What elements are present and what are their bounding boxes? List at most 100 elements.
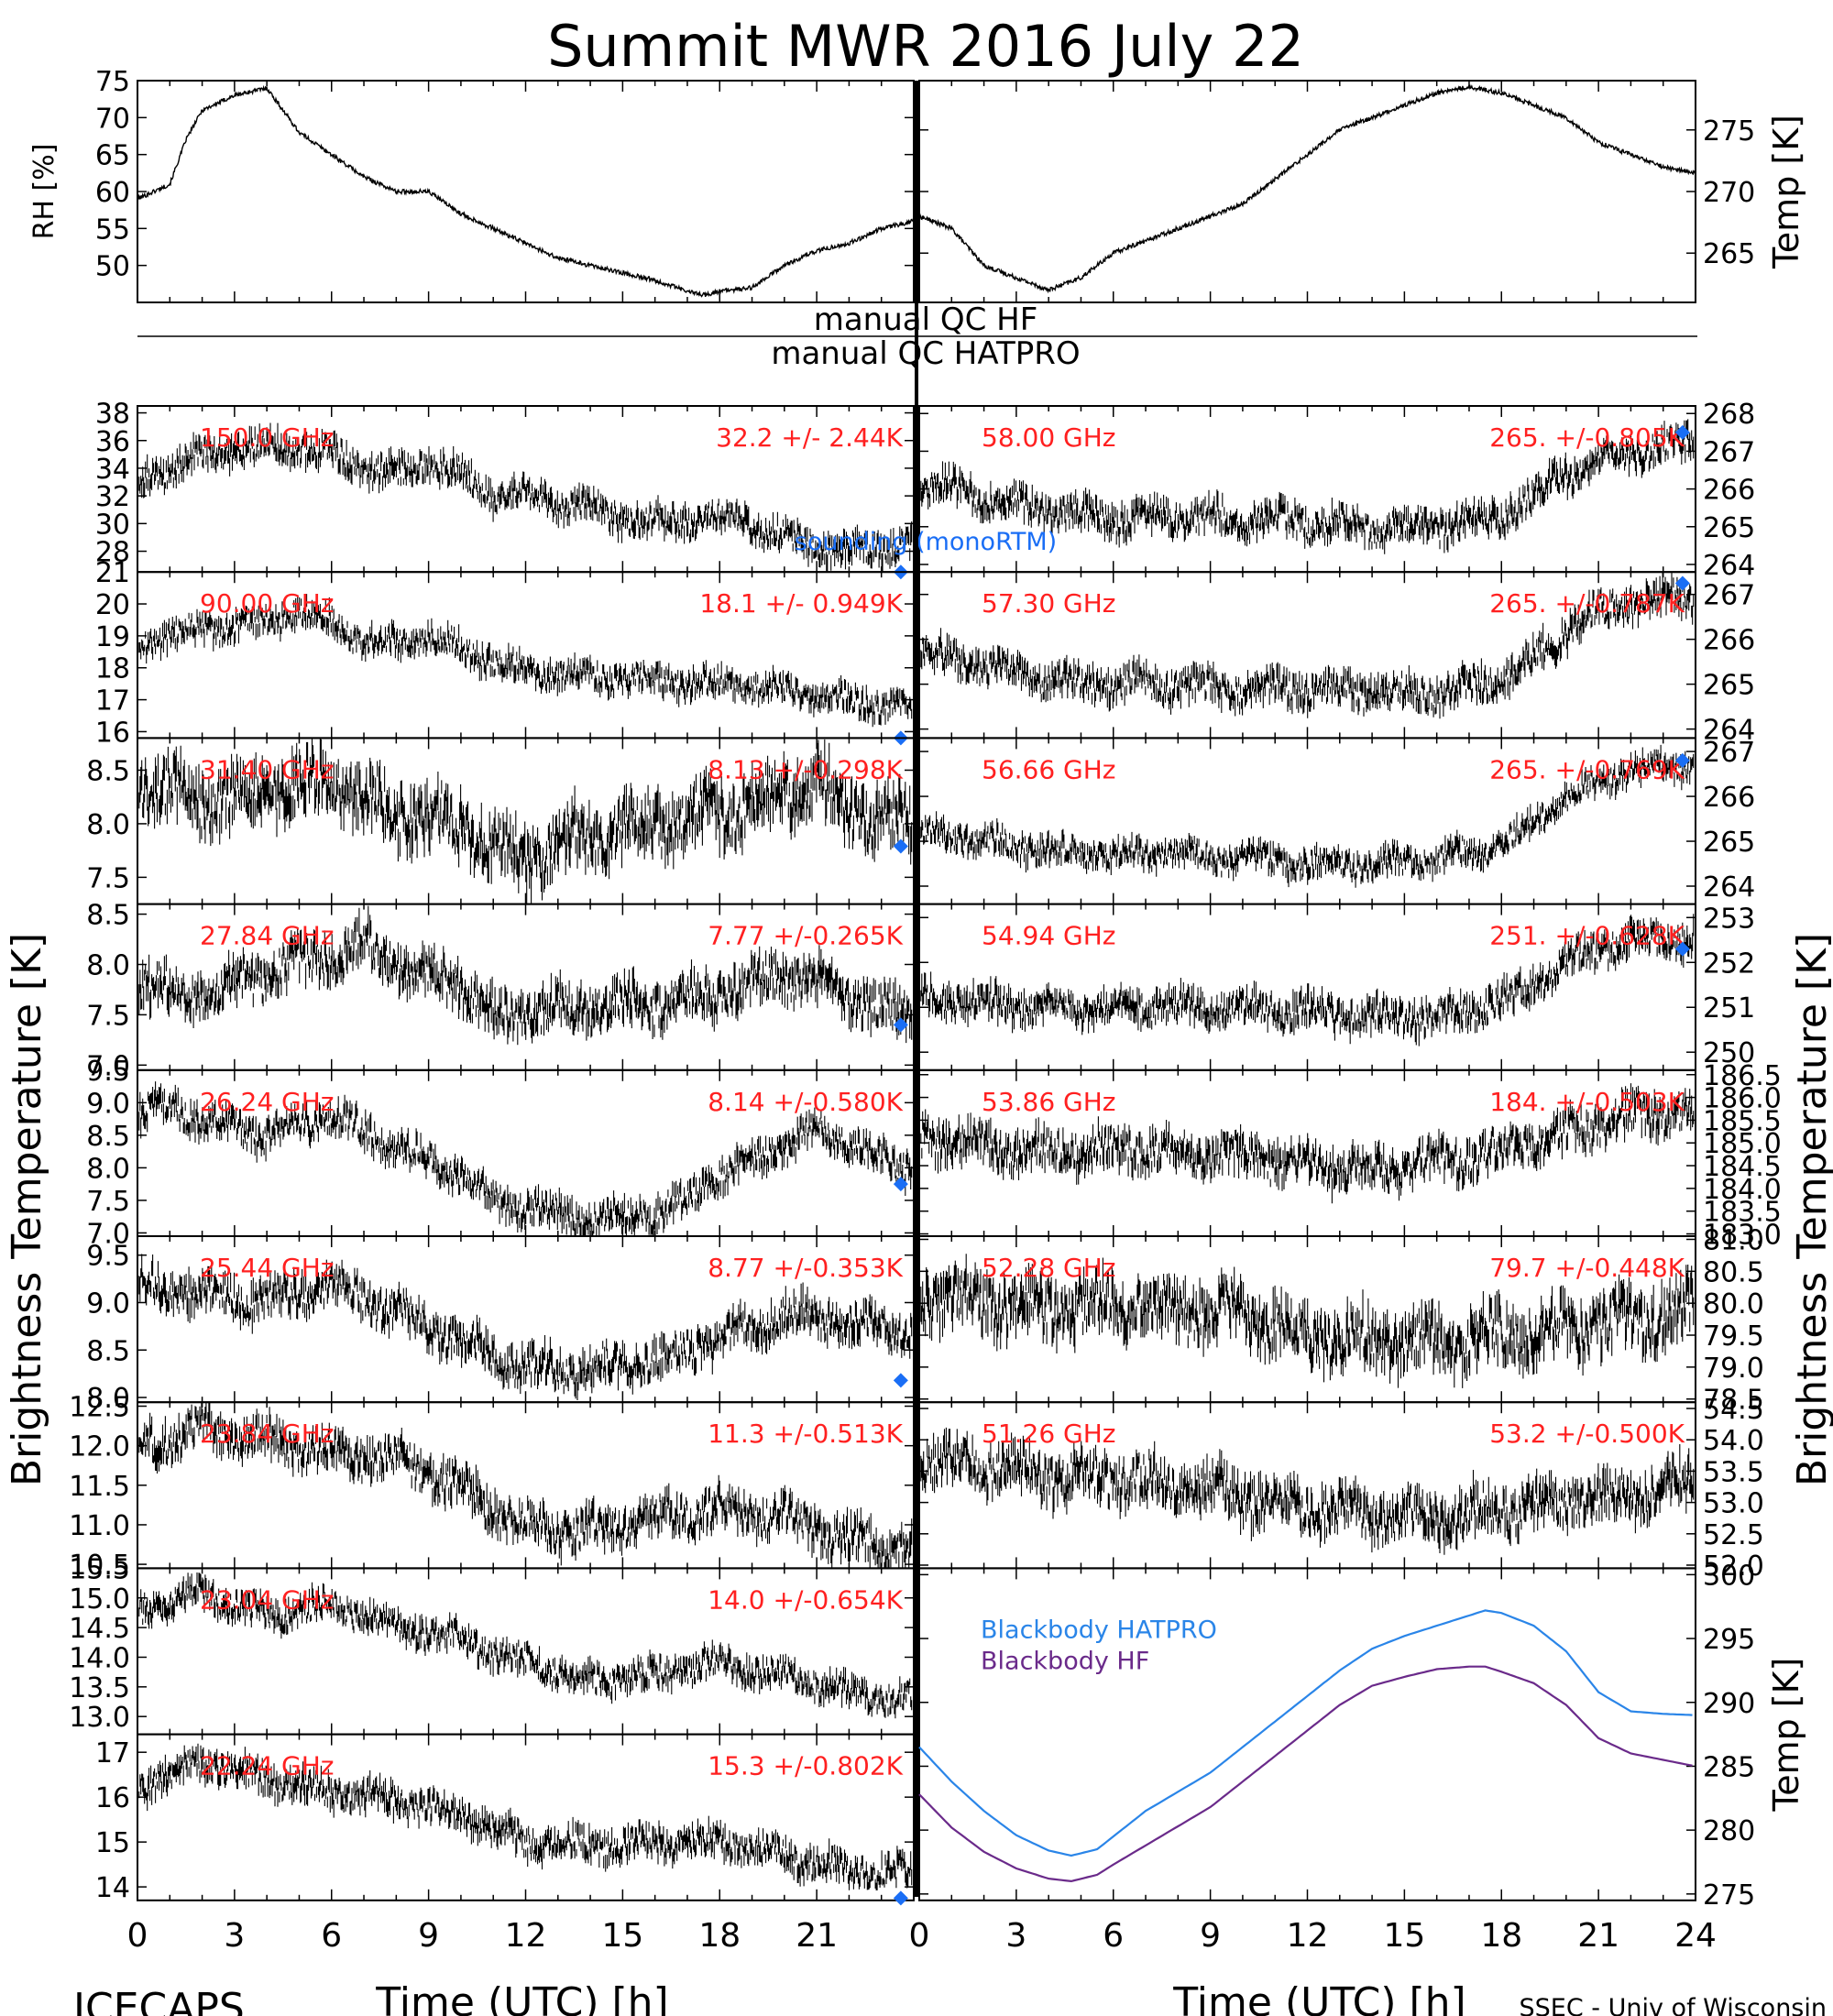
channel-stats-label: 53.2 +/-0.500K: [1489, 1419, 1685, 1449]
y-tick-label: 70: [95, 103, 130, 135]
tb-scatter-tb-23-04: [138, 1572, 913, 1719]
channel-stats-label: 184. +/-0.503K: [1489, 1087, 1685, 1117]
y-tick-label: 295: [1703, 1624, 1755, 1656]
y-tick-label: 266: [1703, 475, 1755, 507]
y-tick-label: 184.5: [1703, 1151, 1782, 1183]
x-tick-label: 18: [698, 1917, 741, 1955]
channel-frequency-label: 51.26 GHz: [982, 1419, 1116, 1449]
left-y-axis-title: Brightness Temperature [K]: [4, 933, 50, 1486]
y-tick-label: 186.0: [1703, 1083, 1782, 1115]
y-tick-label: 15.0: [69, 1583, 130, 1616]
y-tick-label: 7.0: [86, 1218, 130, 1250]
y-tick-label: 16: [95, 717, 130, 749]
y-tick-label: 50: [95, 251, 130, 283]
y-tick-label: 15.5: [69, 1553, 130, 1585]
channel-stats-label: 79.7 +/-0.448K: [1489, 1253, 1685, 1283]
y-tick-label: 10.5: [69, 1550, 130, 1582]
tb-scatter-tb-27: [138, 905, 913, 1046]
channel-frequency-label: 56.66 GHz: [982, 754, 1116, 784]
tb-scatter-tb-31: [138, 738, 913, 904]
y-tick-label: 16: [95, 1782, 130, 1814]
panel-tb-51: 52.052.553.053.554.054.5 51.26 GHz 53.2 +/…: [918, 1394, 1764, 1583]
y-tick-label: 9.0: [86, 1287, 130, 1320]
panel-tb-31: 7.5 8.0 8.5 31.40 GHz 8.13 +/-0.298K: [86, 737, 915, 905]
channel-frequency-label: 53.86 GHz: [982, 1087, 1116, 1117]
sounding-marker: [1674, 424, 1690, 440]
y-tick-label: 264: [1703, 715, 1755, 747]
x-tick-label: 9: [1200, 1917, 1221, 1955]
y-tick-label: 17: [95, 685, 130, 718]
channel-frequency-label: 54.94 GHz: [982, 921, 1116, 951]
tb-scatter-tb-26: [138, 1081, 913, 1236]
y-tick-label: 8.0: [86, 949, 130, 981]
y-tick-label: 264: [1703, 871, 1755, 904]
y-tick-label: 183.5: [1703, 1197, 1782, 1229]
y-tick-label: 7.5: [86, 1000, 130, 1032]
y-tick-label: 8.0: [86, 1383, 130, 1415]
y-tick-label: 36: [95, 426, 130, 458]
panel-tb-56: 264 265 266 267 56.66 GHz 265. +/-0.769K: [918, 737, 1755, 905]
panel-met-temp: 265 270 275 Temp [K]: [918, 80, 1806, 303]
channel-frequency-label: 90.00 GHz: [200, 588, 335, 619]
y-tick-label: 268: [1703, 399, 1755, 431]
right-y-axis-title: Brightness Temperature [K]: [1789, 933, 1833, 1486]
y-tick-label: 11.5: [69, 1471, 130, 1503]
channel-stats-label: 8.13 +/-0.298K: [708, 754, 903, 784]
x-axis-title-right: Time (UTC) [h]: [1172, 1979, 1465, 2016]
channel-frequency-label: 26.24 GHz: [200, 1087, 335, 1117]
panel-tb-54: 250 251 252 253 54.94 GHz 251. +/-0.628K: [918, 903, 1755, 1071]
series-line-met-temp: [918, 84, 1696, 294]
x-tick-label: 12: [505, 1917, 547, 1955]
y-tick-label: 280: [1703, 1815, 1755, 1847]
y-tick-label: 275: [1703, 1879, 1755, 1912]
y-tick-label: 186.5: [1703, 1060, 1782, 1092]
y-tick-label: 75: [95, 66, 130, 98]
tb-scatter-tb-23: [138, 1402, 913, 1569]
channel-stats-label: 251. +/-0.628K: [1489, 921, 1685, 951]
y-tick-label: 275: [1703, 115, 1755, 148]
channel-stats-label: 265. +/-0.805K: [1489, 422, 1685, 453]
y-tick-label: 290: [1703, 1688, 1755, 1720]
y-tick-label: 267: [1703, 737, 1755, 769]
x-tick-label: 9: [418, 1917, 439, 1955]
y-tick-label: 53.0: [1703, 1488, 1764, 1520]
y-tick-label: 270: [1703, 177, 1755, 209]
x-tick-label: 6: [1103, 1917, 1124, 1955]
channel-stats-label: 18.1 +/- 0.949K: [699, 588, 903, 619]
x-tick-label: 0: [127, 1917, 148, 1955]
channel-stats-label: 265. +/-0.769K: [1489, 754, 1685, 784]
sounding-marker: [893, 1373, 908, 1388]
y-tick-label: 13.0: [69, 1702, 130, 1734]
tb-scatter-tb-53: [920, 1083, 1695, 1204]
channel-stats-label: 11.3 +/-0.513K: [708, 1419, 903, 1449]
y-axis-title: Temp [K]: [1766, 115, 1806, 269]
channel-stats-label: 14.0 +/-0.654K: [708, 1584, 903, 1615]
y-tick-label: 81.0: [1703, 1224, 1764, 1256]
sounding-marker: [893, 1890, 908, 1906]
y-tick-label: 9.5: [86, 1241, 130, 1273]
panel-tb-22: 14 15 16 17 22.24 GHz 15.3 +/-0.802K: [95, 1733, 915, 1906]
panel-tb-58: 264 265 266 267 268 58.00 GHz 265. +/-0.805K: [918, 399, 1755, 582]
y-tick-label: 21: [95, 557, 130, 589]
y-tick-label: 12.0: [69, 1431, 130, 1463]
tb-scatter-tb-58: [920, 419, 1695, 554]
panel-blackbody: 275 280 285 290 295 300 Temp [K] Blackbody HATP…: [918, 1560, 1806, 1912]
tb-scatter-tb-90: [138, 594, 913, 728]
y-tick-label: 265: [1703, 512, 1755, 544]
panel-tb-52: 78.579.079.580.080.581.0 52.28 GHz 79.7 +/…: [918, 1224, 1764, 1417]
y-tick-label: 17: [95, 1737, 130, 1769]
panel-frame: [137, 80, 915, 303]
figure-title: Summit MWR 2016 July 22: [547, 13, 1304, 80]
channel-stats-label: 32.2 +/- 2.44K: [716, 422, 903, 453]
y-tick-label: 11.0: [69, 1510, 130, 1542]
y-tick-label: 60: [95, 177, 130, 209]
channel-frequency-label: 58.00 GHz: [982, 422, 1116, 453]
y-axis-title: Temp [K]: [1766, 1658, 1806, 1813]
y-tick-label: 183.0: [1703, 1220, 1782, 1252]
channel-frequency-label: 23.84 GHz: [200, 1419, 335, 1449]
ssec-credit: SSEC - Univ of Wisconsin: [1520, 1994, 1827, 2016]
channel-stats-label: 8.77 +/-0.353K: [708, 1253, 903, 1283]
x-tick-label: 21: [1577, 1917, 1619, 1955]
legend-entry: Blackbody HATPRO: [981, 1616, 1217, 1644]
